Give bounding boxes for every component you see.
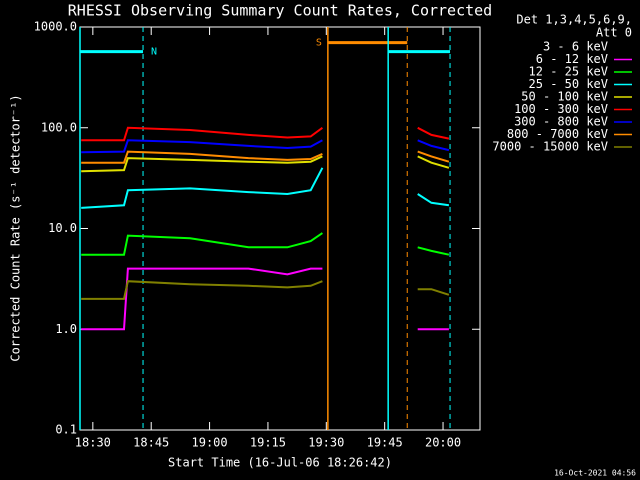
- y-tick-label: 1000.0: [34, 20, 77, 34]
- series-line: [81, 150, 450, 164]
- series-line: [81, 232, 450, 256]
- legend-label: 6 - 12 keV: [536, 52, 608, 66]
- legend-title: Att 0: [596, 26, 632, 40]
- legend-label: 100 - 300 keV: [514, 102, 608, 116]
- series-line: [81, 267, 449, 331]
- legend-label: 3 - 6 keV: [543, 40, 608, 54]
- x-tick-label: 20:00: [425, 436, 461, 450]
- x-tick-label: 18:30: [75, 436, 111, 450]
- y-tick-label: 1.0: [55, 322, 77, 336]
- footer: 16-Oct-2021 04:56: [554, 469, 636, 478]
- interval-label: S: [316, 38, 322, 49]
- legend-label: 800 - 7000 keV: [507, 127, 608, 141]
- x-tick-label: 19:15: [250, 436, 286, 450]
- x-axis-label: Start Time (16-Jul-06 18:26:42): [168, 456, 392, 470]
- legend-label: 300 - 800 keV: [514, 115, 608, 129]
- legend-label: 25 - 50 keV: [529, 77, 608, 91]
- series-line: [81, 167, 450, 209]
- chart-title: RHESSI Observing Summary Count Rates, Co…: [68, 2, 492, 20]
- series-line: [81, 280, 450, 300]
- series-line: [81, 139, 450, 154]
- y-tick-label: 10.0: [48, 221, 77, 235]
- y-axis-label: Corrected Count Rate (s⁻¹ detector⁻¹): [9, 94, 23, 361]
- x-tick-label: 19:45: [367, 436, 403, 450]
- legend-label: 7000 - 15000 keV: [492, 140, 608, 154]
- plot-frame: [79, 26, 481, 431]
- legend-label: 50 - 100 keV: [521, 90, 608, 104]
- series-line: [81, 126, 450, 142]
- series-line: [81, 155, 450, 173]
- legend-label: 12 - 25 keV: [529, 65, 608, 79]
- y-tick-label: 0.1: [55, 423, 77, 437]
- interval-label: N: [151, 47, 157, 58]
- x-tick-label: 19:00: [192, 436, 228, 450]
- x-tick-label: 19:30: [308, 436, 344, 450]
- y-tick-label: 100.0: [41, 120, 77, 134]
- legend-title: Det 1,3,4,5,6,9,: [516, 13, 632, 27]
- x-tick-label: 18:45: [133, 436, 169, 450]
